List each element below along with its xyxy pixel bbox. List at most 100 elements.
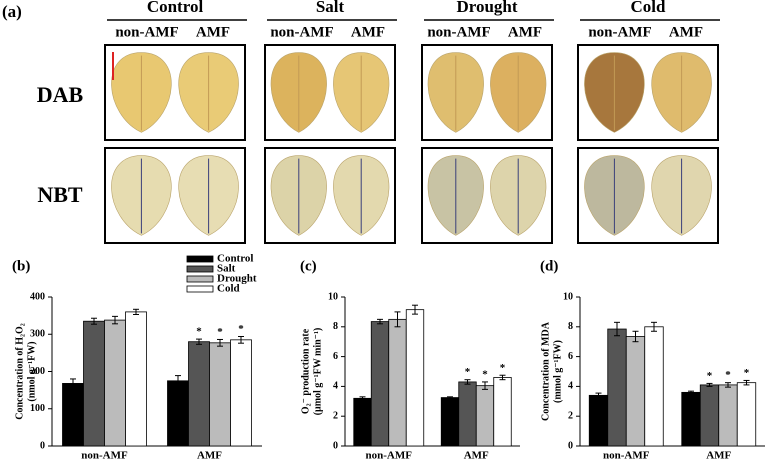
bar: [588, 394, 609, 447]
group-header: AMF: [351, 24, 385, 40]
error-bar: [632, 330, 639, 343]
legend-swatch: [186, 285, 214, 293]
x-tick-label: AMF: [706, 450, 731, 460]
legend-label: Cold: [217, 283, 240, 295]
y-tick-label: 100: [30, 403, 45, 414]
error-bar: [499, 374, 506, 381]
bar: [699, 384, 720, 447]
error-bar: [688, 390, 694, 395]
bar: [607, 328, 627, 447]
y-tick-label: 8: [333, 321, 338, 332]
y-tick-label: 10: [328, 291, 338, 302]
y-tick-label: 2: [568, 410, 573, 421]
significance-mark: *: [744, 367, 750, 379]
legend-label: Salt: [217, 263, 236, 275]
error-bar: [133, 308, 139, 316]
x-tick-label: non-AMF: [603, 450, 650, 460]
bar: [718, 384, 738, 447]
error-bar: [175, 375, 181, 387]
group-header: AMF: [669, 24, 703, 40]
y-tick-label: 6: [333, 351, 338, 362]
bar: [230, 339, 252, 447]
significance-mark: *: [465, 366, 471, 378]
error-bar: [359, 396, 366, 401]
y-tick-label: 400: [30, 291, 45, 302]
bar: [625, 336, 646, 447]
bar: [125, 311, 147, 447]
significance-mark: *: [725, 369, 731, 381]
y-axis-label: O₂⁻ production rate: [300, 328, 311, 414]
group-header: AMF: [196, 24, 230, 40]
bar: [353, 397, 372, 447]
y-tick-label: 200: [30, 366, 45, 377]
error-bar: [238, 335, 244, 344]
error-bar: [743, 379, 750, 386]
bar: [736, 382, 757, 447]
y-tick-label: 300: [30, 329, 45, 340]
error-bar: [614, 321, 620, 337]
significance-mark: *: [196, 326, 202, 338]
bar: [370, 321, 390, 447]
legend-swatch: [186, 275, 214, 283]
x-tick-label: AMF: [197, 450, 222, 460]
x-tick-label: AMF: [464, 450, 489, 460]
bar: [188, 341, 210, 447]
bar: [681, 391, 701, 447]
panel-label: (d): [540, 258, 558, 274]
bar: [104, 319, 126, 447]
error-bar: [70, 378, 76, 389]
legend-swatch: [186, 265, 214, 273]
stain-label: NBT: [37, 182, 83, 207]
group-header: non-AMF: [115, 24, 178, 40]
error-bar: [706, 382, 713, 387]
bar: [493, 377, 512, 447]
bar: [209, 342, 231, 447]
y-tick-label: 4: [333, 381, 338, 392]
bar: [83, 320, 105, 447]
bar: [458, 381, 477, 447]
x-tick-label: non-AMF: [81, 450, 128, 460]
panel-label: (a): [2, 2, 22, 21]
error-bar: [394, 311, 401, 328]
error-bar: [377, 318, 383, 325]
legend-label: Control: [217, 253, 253, 265]
group-header: AMF: [508, 24, 542, 40]
y-tick-label: 4: [568, 381, 573, 392]
legend-label: Drought: [217, 273, 257, 285]
significance-mark: *: [500, 362, 506, 374]
y-tick-label: 10: [563, 291, 573, 302]
bar: [475, 385, 495, 447]
group-header: non-AMF: [588, 24, 651, 40]
treatment-header: Drought: [456, 0, 517, 16]
bar: [440, 397, 460, 447]
y-axis-label: (μmol g⁻¹FW min⁻¹): [312, 328, 323, 416]
y-tick-label: 0: [568, 440, 573, 451]
error-bar: [595, 392, 602, 399]
y-tick-label: 0: [333, 440, 338, 451]
significance-mark: *: [707, 370, 713, 382]
group-header: non-AMF: [427, 24, 490, 40]
bar: [405, 309, 425, 447]
error-bar: [447, 396, 453, 399]
bar: [167, 380, 189, 447]
error-bar: [464, 379, 471, 385]
stain-label: DAB: [37, 82, 84, 107]
significance-mark: *: [238, 323, 244, 335]
treatment-header: Control: [147, 0, 204, 16]
error-bar: [482, 381, 488, 390]
significance-mark: *: [482, 368, 488, 380]
bar: [62, 383, 84, 447]
y-axis-label: (mmol g⁻¹FW): [552, 340, 563, 403]
error-bar: [217, 338, 223, 347]
treatment-header: Cold: [631, 0, 667, 16]
bar: [644, 326, 664, 447]
y-tick-label: 0: [40, 440, 45, 451]
y-tick-label: 8: [568, 321, 573, 332]
error-bar: [196, 338, 202, 345]
y-axis-label: Concentration of H₂O₂: [14, 323, 25, 420]
error-bar: [91, 317, 97, 325]
error-bar: [651, 321, 657, 332]
x-tick-label: non-AMF: [366, 450, 413, 460]
group-header: non-AMF: [270, 24, 333, 40]
y-tick-label: 2: [333, 410, 338, 421]
